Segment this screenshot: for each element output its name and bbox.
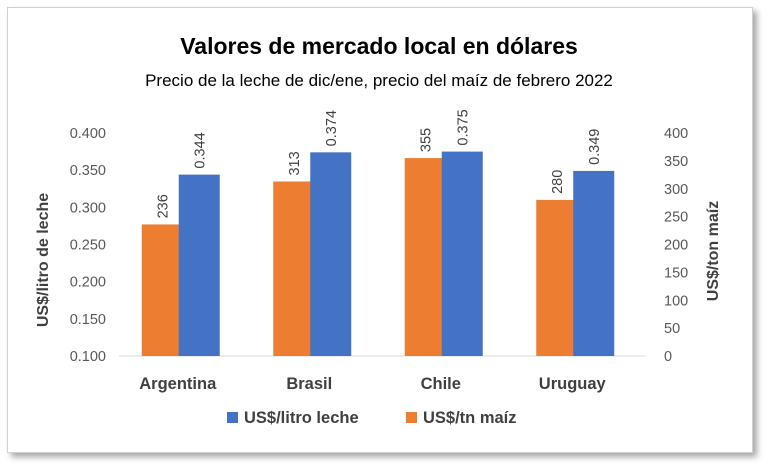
legend-swatch — [227, 412, 238, 423]
legend-label: US$/litro leche — [244, 409, 359, 427]
data-label-maiz: 280 — [550, 170, 566, 194]
data-label-maiz: 313 — [287, 151, 303, 175]
data-label-leche: 0.374 — [324, 110, 340, 146]
bar-leche — [178, 174, 220, 356]
y2-axis-label: US$/ton maíz — [705, 201, 722, 301]
bar-maiz — [141, 224, 183, 356]
data-label-maiz: 355 — [418, 128, 434, 152]
x-tick-label: Brasil — [286, 375, 332, 393]
legend-swatch — [406, 412, 417, 423]
data-label-leche: 0.344 — [192, 132, 208, 168]
x-tick-label: Argentina — [139, 375, 217, 393]
y2-tick-label: 0 — [664, 349, 672, 365]
x-tick-label: Chile — [421, 375, 461, 393]
y2-tick-label: 50 — [664, 321, 680, 337]
chart-subtitle: Precio de la leche de dic/ene, precio de… — [145, 71, 613, 90]
y-axis-label: US$/litro de leche — [35, 193, 52, 327]
y2-tick-label: 250 — [664, 210, 688, 226]
y2-tick-label: 300 — [664, 182, 688, 198]
bar-leche — [310, 152, 352, 356]
data-label-maiz: 236 — [155, 194, 171, 218]
y-tick-label: 0.250 — [70, 238, 106, 254]
y2-tick-label: 400 — [664, 126, 688, 142]
bar-leche — [441, 151, 483, 356]
chart-frame: Valores de mercado local en dólares Prec… — [7, 7, 753, 453]
x-tick-label: Uruguay — [539, 375, 607, 393]
legend-label: US$/tn maíz — [423, 409, 517, 427]
y2-tick-label: 100 — [664, 293, 688, 309]
y-tick-label: 0.100 — [70, 349, 106, 365]
plot-area: 0.100 0.150 0.200 0.250 0.300 0.350 0.400 0 50 10… — [70, 109, 689, 393]
y-tick-label: 0.200 — [70, 275, 106, 291]
y-tick-label: 0.300 — [70, 200, 106, 216]
bar-leche — [573, 170, 615, 356]
y2-tick-label: 200 — [664, 238, 688, 254]
y-tick-label: 0.400 — [70, 126, 106, 142]
legend: US$/litro leche US$/tn maíz — [227, 409, 517, 427]
y-tick-label: 0.150 — [70, 312, 106, 328]
data-label-leche: 0.375 — [455, 109, 471, 145]
bar-maiz — [273, 181, 315, 356]
bar-maiz — [404, 158, 446, 356]
y2-tick-label: 350 — [664, 154, 688, 170]
chart: Valores de mercado local en dólares Prec… — [35, 33, 722, 427]
y-tick-label: 0.350 — [70, 163, 106, 179]
y2-tick-label: 150 — [664, 265, 688, 281]
data-label-leche: 0.349 — [587, 129, 603, 165]
bar-maiz — [536, 199, 578, 356]
chart-title: Valores de mercado local en dólares — [180, 33, 578, 59]
